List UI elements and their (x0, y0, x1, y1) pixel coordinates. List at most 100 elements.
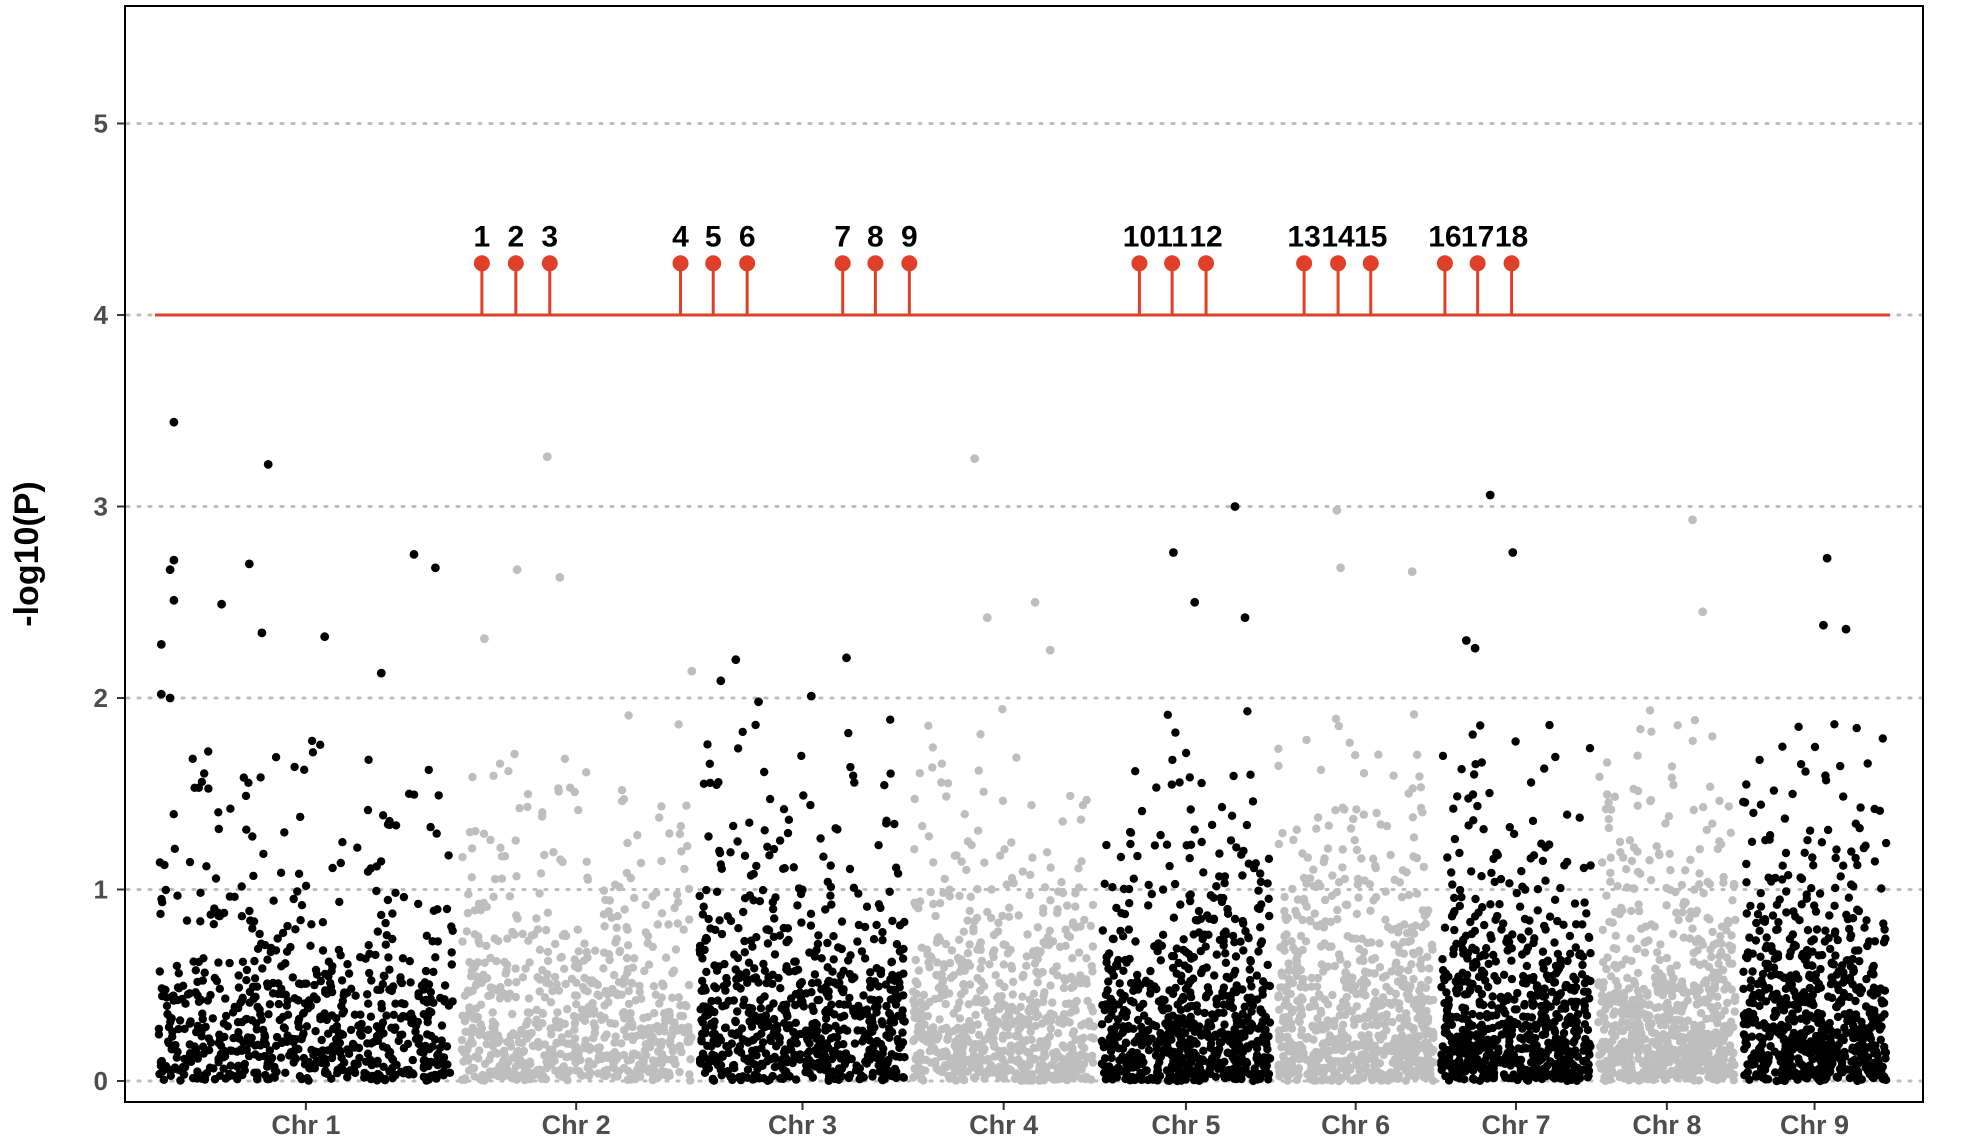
data-point (512, 1049, 521, 1058)
data-point (1228, 931, 1238, 941)
data-point (1440, 923, 1450, 932)
data-point (1495, 900, 1504, 909)
data-point (524, 936, 533, 945)
data-point (995, 978, 1004, 988)
data-point (801, 1026, 811, 1035)
data-point (276, 868, 286, 877)
data-point (253, 1068, 262, 1077)
data-point (485, 1055, 494, 1064)
data-point (1477, 1020, 1486, 1029)
data-point (242, 965, 252, 975)
data-point (561, 979, 570, 989)
data-point (1442, 1014, 1451, 1024)
data-point (1368, 1076, 1377, 1085)
data-point (1086, 921, 1096, 931)
data-point (963, 949, 973, 958)
data-point (1369, 896, 1378, 905)
data-point (242, 825, 251, 834)
data-point (247, 1033, 256, 1043)
data-point (1395, 1053, 1405, 1062)
data-point (385, 1047, 395, 1057)
data-point (1475, 1011, 1485, 1021)
data-point (1265, 911, 1274, 921)
data-point (484, 1030, 493, 1040)
data-point (1542, 957, 1552, 966)
data-point (1312, 921, 1322, 931)
data-point (428, 1042, 437, 1051)
data-point (1580, 1005, 1589, 1015)
data-point (1400, 1035, 1409, 1044)
data-point (1077, 857, 1086, 866)
data-point (747, 1022, 757, 1031)
data-point (972, 913, 982, 923)
data-point (1479, 950, 1488, 960)
data-point (582, 768, 591, 777)
data-point (1117, 1067, 1126, 1076)
data-point (590, 1023, 600, 1032)
data-point (540, 850, 549, 860)
data-point (426, 1057, 436, 1067)
data-point (1276, 1032, 1286, 1041)
data-point (1045, 926, 1055, 935)
data-point (630, 893, 639, 903)
data-point (1394, 942, 1403, 952)
data-point (900, 917, 909, 927)
data-point (1088, 900, 1098, 910)
data-point (1586, 949, 1595, 958)
data-point (1199, 868, 1208, 877)
data-point (429, 998, 438, 1007)
data-point (1468, 1064, 1478, 1074)
data-point (739, 907, 748, 917)
data-point (552, 980, 561, 989)
data-point (1018, 867, 1027, 876)
data-point (983, 1054, 992, 1064)
data-point (1302, 735, 1311, 745)
data-point (1708, 732, 1717, 741)
data-point (468, 772, 477, 782)
data-point (724, 1048, 733, 1058)
data-point (612, 1070, 621, 1080)
data-point (432, 829, 441, 838)
data-point (389, 982, 398, 991)
data-point (1059, 983, 1069, 993)
data-point (541, 975, 551, 985)
data-point (1226, 1000, 1235, 1009)
data-point (813, 978, 822, 987)
data-point (652, 888, 661, 897)
data-point (434, 791, 443, 800)
data-point (511, 836, 520, 845)
data-point (932, 970, 941, 980)
data-point (1526, 778, 1536, 787)
data-point (266, 1055, 275, 1065)
data-point (719, 981, 728, 991)
data-point (464, 1056, 473, 1065)
data-point (1357, 854, 1366, 863)
data-point (486, 835, 495, 845)
data-point (1486, 900, 1495, 909)
data-point (271, 753, 281, 762)
data-point (779, 805, 789, 814)
data-point (1058, 1041, 1068, 1050)
data-point (1042, 848, 1052, 857)
data-point (673, 898, 683, 907)
data-point (887, 1071, 896, 1081)
data-point (911, 901, 921, 911)
data-point (322, 1015, 331, 1025)
data-point (168, 991, 177, 1001)
data-point (1579, 863, 1589, 873)
data-point (1324, 1036, 1333, 1046)
data-point (760, 1022, 770, 1032)
data-point (1371, 861, 1380, 870)
data-point (448, 926, 457, 935)
data-point (1165, 986, 1174, 995)
data-point (667, 1032, 676, 1041)
data-point (470, 906, 479, 915)
data-point (1078, 801, 1088, 810)
data-point (1131, 767, 1140, 776)
data-point (1391, 989, 1401, 999)
data-point (733, 837, 742, 846)
data-point (1533, 885, 1543, 894)
data-point (475, 1046, 484, 1055)
data-point (1088, 942, 1098, 951)
data-point (608, 1054, 617, 1063)
